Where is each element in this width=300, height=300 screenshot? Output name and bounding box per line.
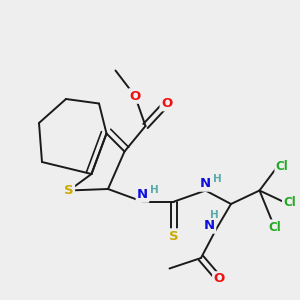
- Text: O: O: [213, 272, 225, 286]
- Text: Cl: Cl: [283, 196, 296, 209]
- Text: O: O: [161, 97, 172, 110]
- Text: N: N: [137, 188, 148, 202]
- Text: N: N: [200, 177, 211, 190]
- Text: S: S: [64, 184, 74, 197]
- Text: S: S: [169, 230, 179, 243]
- Text: H: H: [212, 174, 221, 184]
- Text: N: N: [204, 219, 215, 232]
- Text: O: O: [129, 89, 141, 103]
- Text: H: H: [210, 209, 219, 220]
- Text: H: H: [149, 185, 158, 195]
- Text: Cl: Cl: [268, 220, 281, 234]
- Text: Cl: Cl: [276, 160, 288, 173]
